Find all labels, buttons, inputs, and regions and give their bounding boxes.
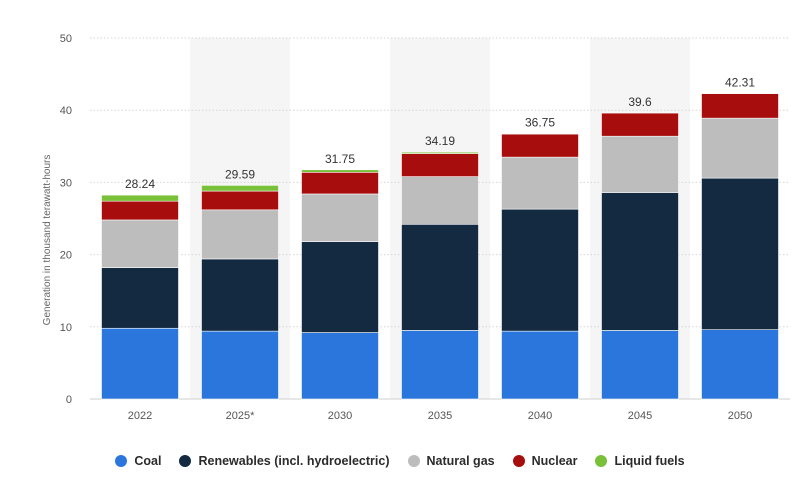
bar-segment-nuclear-2030[interactable]	[301, 171, 379, 195]
bar-segment-nuclear-2035[interactable]	[401, 153, 479, 177]
legend-item[interactable]: Natural gas	[407, 454, 495, 468]
legend-marker	[407, 455, 420, 467]
bar-segment-renewables-incl-hydroelectric-2045[interactable]	[601, 192, 679, 331]
total-label: 34.19	[425, 134, 455, 148]
y-axis-label: Generation in thousand terawatt-hours	[42, 155, 53, 326]
bar-segment-renewables-incl-hydroelectric-2022[interactable]	[101, 267, 179, 329]
total-label: 42.31	[725, 76, 755, 90]
x-tick-label: 2045	[628, 410, 652, 422]
x-tick-label: 2040	[528, 410, 552, 422]
bars	[101, 93, 779, 400]
total-label: 31.75	[325, 152, 355, 166]
bar-segment-natural-gas-2030[interactable]	[301, 193, 379, 242]
bar-segment-natural-gas-2035[interactable]	[401, 176, 479, 225]
y-tick-label: 0	[66, 394, 72, 406]
total-label: 36.75	[525, 116, 555, 130]
bar-segment-coal-2030[interactable]	[301, 332, 379, 400]
legend-item[interactable]: Coal	[115, 454, 161, 468]
bar-segment-renewables-incl-hydroelectric-2050[interactable]	[701, 177, 779, 330]
total-label: 29.59	[225, 167, 255, 181]
bar-segment-natural-gas-2022[interactable]	[101, 219, 179, 268]
bar-segment-nuclear-2045[interactable]	[601, 112, 679, 137]
y-tick-label: 40	[60, 105, 72, 117]
y-tick-label: 30	[60, 177, 72, 189]
y-tick-label: 50	[60, 33, 72, 45]
x-tick-label: 2030	[328, 410, 352, 422]
legend-item[interactable]: Nuclear	[512, 454, 578, 468]
y-tick-label: 20	[60, 250, 72, 262]
bar-segment-liquid-fuels-2035[interactable]	[401, 151, 479, 154]
legend: Coal Renewables (incl. hydroelectric) Natu…	[0, 448, 800, 474]
legend-item[interactable]: Renewables (incl. hydroelectric)	[179, 454, 390, 468]
bar-segment-coal-2040[interactable]	[501, 330, 579, 400]
bar-segment-nuclear-2040[interactable]	[501, 133, 579, 158]
bar-segment-natural-gas-2025*[interactable]	[201, 209, 279, 260]
bar-segment-renewables-incl-hydroelectric-2025*[interactable]	[201, 258, 279, 332]
x-tick-label: 2022	[128, 410, 152, 422]
bar-segment-renewables-incl-hydroelectric-2035[interactable]	[401, 223, 479, 331]
total-label: 28.24	[125, 177, 155, 191]
legend-marker	[115, 455, 128, 467]
bar-segment-natural-gas-2045[interactable]	[601, 135, 679, 193]
bar-segment-coal-2050[interactable]	[701, 329, 779, 400]
legend-item[interactable]: Liquid fuels	[595, 454, 685, 468]
bar-segment-coal-2025*[interactable]	[201, 330, 279, 400]
bar-segment-nuclear-2022[interactable]	[101, 200, 179, 221]
legend-marker	[595, 455, 608, 467]
bar-segment-nuclear-2050[interactable]	[701, 93, 779, 119]
total-label: 39.6	[628, 95, 652, 109]
x-tick-label: 2035	[428, 410, 452, 422]
bar-segment-coal-2045[interactable]	[601, 330, 679, 400]
total-labels: 28.24 29.59 31.75 34.19 36.75 39.6 42.31	[125, 76, 755, 192]
legend-marker	[512, 455, 525, 467]
bar-segment-nuclear-2025*[interactable]	[201, 190, 279, 211]
bar-segment-liquid-fuels-2025*[interactable]	[201, 185, 279, 192]
bar-segment-renewables-incl-hydroelectric-2040[interactable]	[501, 208, 579, 332]
y-axis-ticks: 0 10 20 30 40 50	[60, 33, 72, 406]
bar-segment-renewables-incl-hydroelectric-2030[interactable]	[301, 241, 379, 333]
bar-segment-natural-gas-2050[interactable]	[701, 117, 779, 179]
bar-segment-natural-gas-2040[interactable]	[501, 156, 579, 210]
bar-segment-liquid-fuels-2030[interactable]	[301, 169, 379, 173]
legend-label: Liquid fuels	[614, 454, 685, 468]
legend-label: Renewables (incl. hydroelectric)	[198, 454, 390, 468]
legend-marker	[179, 455, 192, 467]
x-tick-label: 2025*	[226, 410, 255, 422]
x-tick-label: 2050	[728, 410, 752, 422]
legend-label: Coal	[134, 454, 162, 468]
legend-label: Natural gas	[426, 454, 495, 468]
x-axis-ticks: 2022 2025* 2030 2035 2040 2045 2050	[128, 410, 752, 422]
legend-label: Nuclear	[531, 454, 578, 468]
bar-segment-coal-2035[interactable]	[401, 330, 479, 400]
bar-segment-coal-2022[interactable]	[101, 327, 179, 400]
y-tick-label: 10	[60, 322, 72, 334]
bar-segment-liquid-fuels-2022[interactable]	[101, 194, 179, 202]
